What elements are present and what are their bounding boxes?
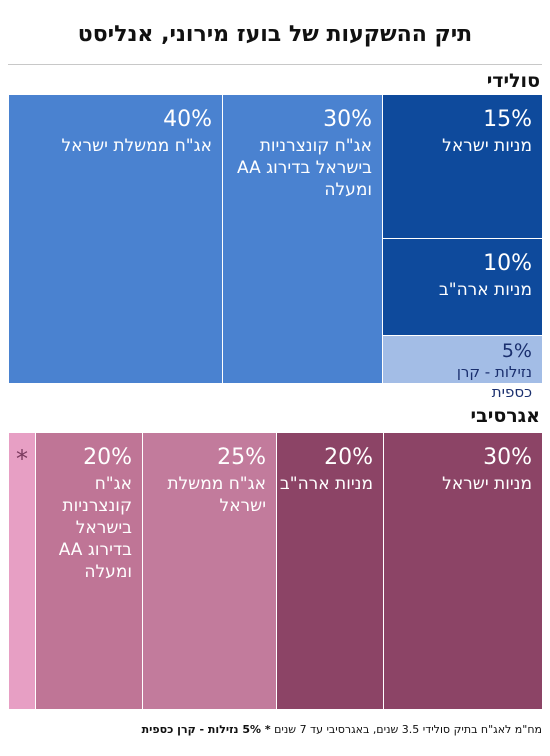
page-title: תיק ההשקעות של בועז מירוני, אנליסט bbox=[77, 22, 473, 47]
tile-percent: 30% bbox=[483, 445, 532, 470]
tile-label: מניות ארה"ב bbox=[438, 280, 532, 300]
tile-label: אג"ח קונצרניות בישראל בדירוג AA ומעלה bbox=[58, 474, 132, 582]
footnote: מח"מ לאג"ח בתיק סולידי 3.5 שנים, באגרסיב… bbox=[8, 723, 542, 736]
liquidity-asterisk: * bbox=[16, 445, 28, 473]
solid-section-label: סולידי bbox=[486, 70, 540, 92]
aggressive-treemap: * 20% אג"ח קונצרניות בישראל בדירוג AA ומ… bbox=[8, 433, 542, 710]
aggressive-tile-corp-bonds: 20% אג"ח קונצרניות בישראל בדירוג AA ומעל… bbox=[35, 433, 142, 710]
solid-tile-israel-stocks: 15% מניות ישראל bbox=[382, 95, 542, 239]
aggressive-tile-us-stocks: 20% מניות ארה"ב bbox=[276, 433, 383, 710]
solid-tile-liquidity: 5% נזילות - קרן כספית bbox=[382, 336, 542, 401]
aggressive-section-label: אגרסיבי bbox=[470, 405, 540, 427]
tile-percent: 15% bbox=[483, 107, 532, 132]
aggressive-tile-israel-stocks: 30% מניות ישראל bbox=[383, 433, 542, 710]
footnote-text: מח"מ לאג"ח בתיק סולידי 3.5 שנים, באגרסיב… bbox=[274, 723, 542, 736]
tile-label: נזילות - קרן כספית bbox=[456, 363, 532, 401]
tile-percent: 20% bbox=[324, 445, 373, 470]
solid-tile-gov-bonds: 40% אג"ח ממשלת ישראל bbox=[8, 95, 222, 384]
tile-label: מניות ישראל bbox=[442, 474, 532, 494]
footnote-liquidity-note: * 5% נזילות - קרן כספית bbox=[141, 723, 271, 736]
title-divider bbox=[8, 64, 542, 65]
tile-label: מניות ארה"ב bbox=[279, 474, 373, 494]
tile-percent: 25% bbox=[217, 445, 266, 470]
tile-label: אג"ח קונצרניות בישראל בדירוג AA ומעלה bbox=[237, 136, 372, 200]
tile-percent: 40% bbox=[163, 107, 212, 132]
solid-tile-us-stocks: 10% מניות ארה"ב bbox=[382, 239, 542, 336]
tile-label: מניות ישראל bbox=[442, 136, 532, 156]
solid-treemap: 40% אג"ח ממשלת ישראל 30% אג"ח קונצרניות … bbox=[8, 95, 542, 401]
tile-percent: 5% bbox=[501, 340, 532, 362]
aggressive-tile-gov-bonds: 25% אג"ח ממשלת ישראל bbox=[142, 433, 276, 710]
tile-label: אג"ח ממשלת ישראל bbox=[61, 136, 212, 156]
tile-percent: 10% bbox=[483, 251, 532, 276]
tile-percent: 30% bbox=[323, 107, 372, 132]
solid-tile-corp-bonds: 30% אג"ח קונצרניות בישראל בדירוג AA ומעל… bbox=[222, 95, 382, 384]
tile-label: אג"ח ממשלת ישראל bbox=[167, 474, 266, 516]
tile-percent: 20% bbox=[83, 445, 132, 470]
aggressive-tile-liquidity: * bbox=[8, 433, 35, 710]
